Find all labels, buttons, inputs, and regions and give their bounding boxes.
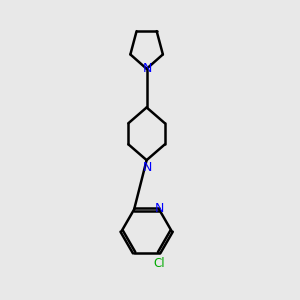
Text: N: N (155, 202, 164, 215)
Text: Cl: Cl (153, 257, 165, 270)
Text: N: N (142, 161, 152, 174)
Text: N: N (142, 62, 152, 75)
